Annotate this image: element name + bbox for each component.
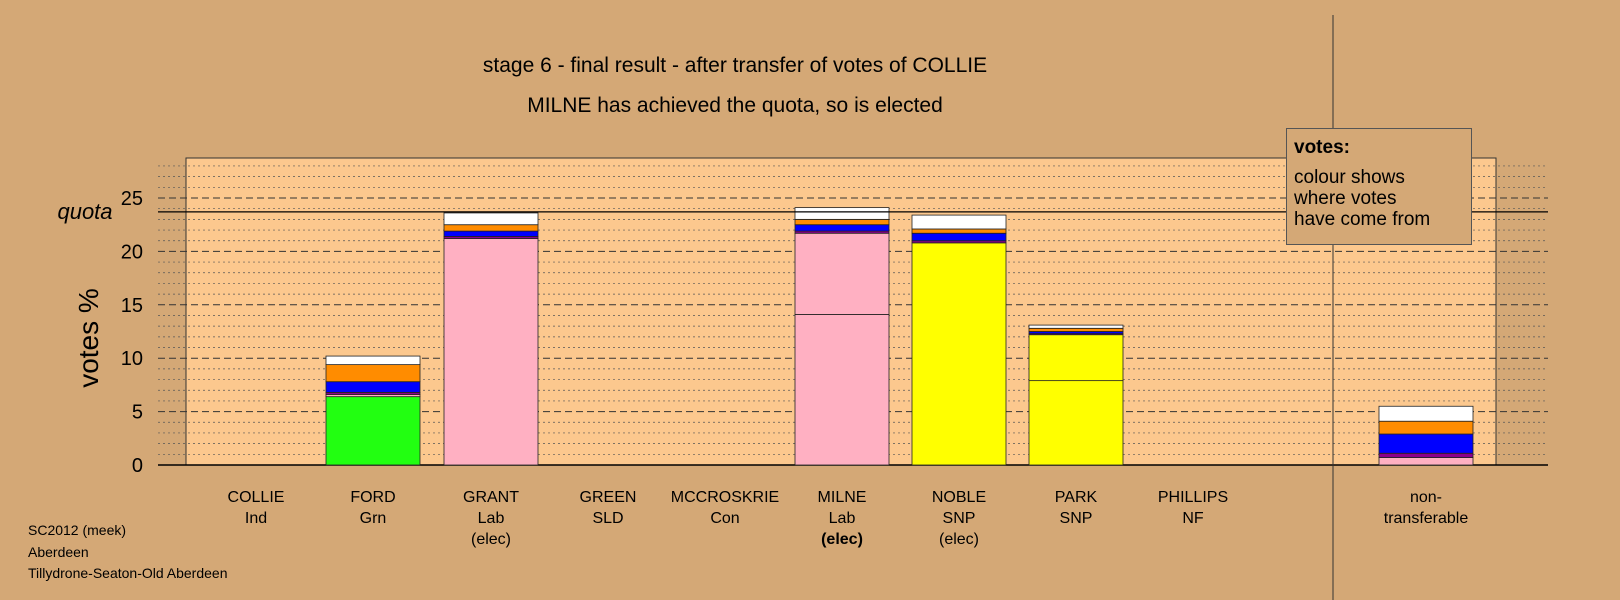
chart-subtitle: MILNE has achieved the quota, so is elec… — [527, 94, 943, 117]
bar-nontransferable-segment-0 — [1378, 457, 1474, 466]
y-tick-label: 0 — [132, 455, 143, 477]
bar-nontransferable-segment-2 — [1378, 433, 1474, 454]
label-party-noble: SNP — [943, 510, 976, 527]
label-name-green: GREEN — [580, 489, 637, 506]
label-party-green: SLD — [592, 510, 623, 527]
label-status-noble: (elec) — [939, 531, 979, 548]
label-name-grant: GRANT — [463, 489, 519, 506]
bar-noble-segment-2 — [911, 232, 1007, 242]
bar-grant-segment-4 — [443, 212, 539, 226]
bar-ford-segment-5 — [325, 355, 421, 366]
label-party-ford: Grn — [360, 510, 387, 527]
bar-park-segment-4 — [1028, 327, 1124, 332]
legend-title: votes: — [1294, 137, 1350, 158]
label-party-mccroskrie: Con — [710, 510, 739, 527]
label-name-ford: FORD — [350, 489, 395, 506]
bar-noble-segment-0 — [911, 242, 1007, 466]
bar-ford-segment-0 — [325, 396, 421, 466]
y-tick-label: 25 — [121, 188, 143, 210]
bar-milne-segment-4 — [794, 218, 890, 226]
footer-election: SC2012 (meek) — [28, 522, 127, 538]
bar-park-segment-5 — [1028, 324, 1124, 329]
label-party-collie: Ind — [245, 510, 267, 527]
chart-title: stage 6 - final result - after transfer … — [483, 54, 987, 77]
label-party-grant: Lab — [478, 510, 505, 527]
bar-ford-segment-3 — [325, 381, 421, 393]
bar-noble-segment-4 — [911, 214, 1007, 230]
label-name-park: PARK — [1055, 489, 1098, 506]
bar-noble-segment-3 — [911, 228, 1007, 234]
y-axis-label: votes % — [73, 288, 104, 388]
bar-park-segment-1 — [1028, 334, 1124, 382]
bar-grant-segment-0 — [443, 238, 539, 466]
label-nontransferable-2: transferable — [1384, 510, 1469, 527]
bar-milne-segment-3 — [794, 224, 890, 232]
label-nontransferable-1: non- — [1410, 489, 1442, 506]
bar-milne-segment-5 — [794, 207, 890, 220]
label-party-phillips: NF — [1182, 510, 1204, 527]
label-party-milne: Lab — [829, 510, 856, 527]
label-party-park: SNP — [1060, 510, 1093, 527]
bar-nontransferable-segment-1 — [1378, 452, 1474, 458]
bar-grant-segment-3 — [443, 224, 539, 232]
footer-council: Aberdeen — [28, 543, 89, 560]
legend-box: votes: colour shows where votes have com… — [1286, 128, 1472, 245]
bar-nontransferable-segment-4 — [1378, 405, 1474, 422]
legend-line-3: have come from — [1294, 209, 1431, 230]
y-tick-label: 20 — [121, 241, 143, 263]
bar-nontransferable-segment-3 — [1378, 420, 1474, 435]
bar-ford-segment-4 — [325, 364, 421, 383]
y-tick-label: 5 — [132, 402, 143, 424]
legend-line-2: where votes — [1294, 188, 1397, 209]
y-tick-label: 15 — [121, 295, 143, 317]
label-name-noble: NOBLE — [932, 489, 986, 506]
label-name-phillips: PHILLIPS — [1158, 489, 1228, 506]
label-name-mccroskrie: MCCROSKRIE — [671, 489, 779, 506]
y-tick-label: 10 — [121, 348, 143, 370]
bar-grant-segment-2 — [443, 230, 539, 237]
quota-label: quota — [57, 199, 112, 224]
label-status-milne: (elec) — [821, 531, 863, 548]
legend-line-1: colour shows — [1294, 167, 1405, 188]
bar-park-segment-0 — [1028, 380, 1124, 466]
bar-milne-segment-1 — [794, 232, 890, 315]
bar-milne-segment-0 — [794, 314, 890, 466]
label-name-collie: COLLIE — [228, 489, 285, 506]
label-status-grant: (elec) — [471, 531, 511, 548]
footer-info: SC2012 (meek) Aberdeen Tillydrone-Seaton… — [28, 520, 228, 585]
label-name-milne: MILNE — [818, 489, 867, 506]
footer-ward: Tillydrone-Seaton-Old Aberdeen — [28, 565, 228, 581]
